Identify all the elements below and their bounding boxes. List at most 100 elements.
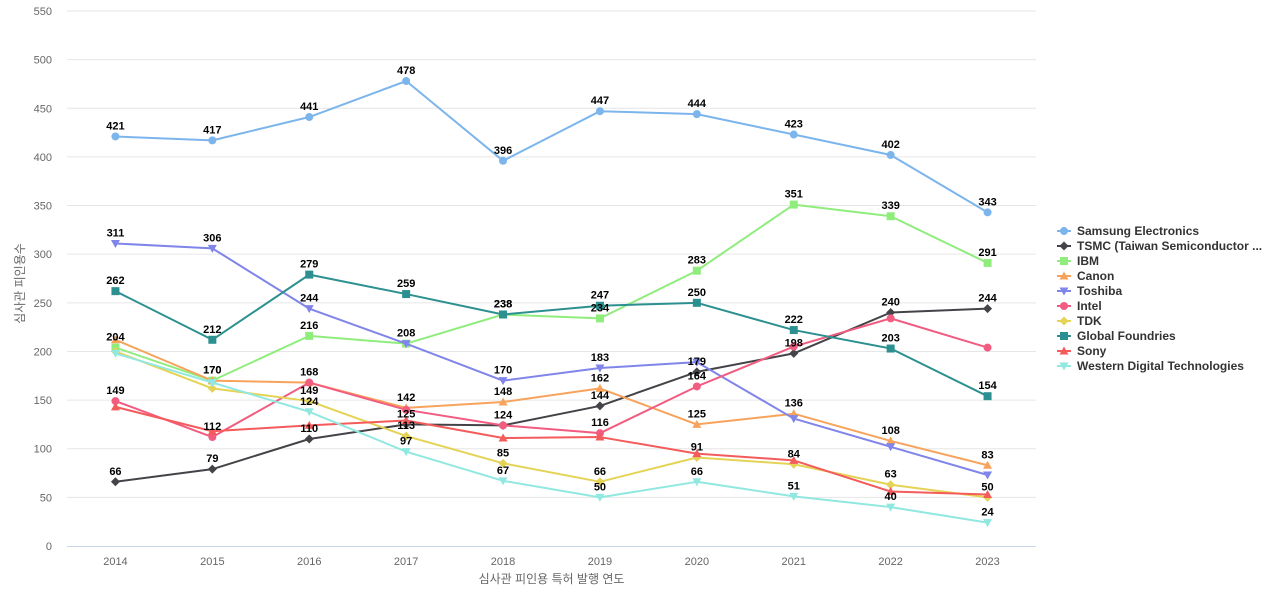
series-line [115,80,989,214]
data-label: 216 [300,320,318,332]
data-point [305,378,314,387]
data-point [983,343,992,352]
data-label: 154 [978,380,997,392]
data-label: 113 [397,420,415,432]
data-label: 203 [881,333,899,345]
legend-item: Western Digital Technologies [1057,359,1244,373]
data-label: 63 [885,469,897,481]
data-point [110,402,120,411]
data-point [595,432,605,441]
data-point [789,455,799,464]
series-line [115,242,988,476]
data-label: 50 [981,481,993,493]
data-point [692,367,702,377]
data-point [111,287,120,296]
data-label: 208 [397,328,415,340]
data-point [886,150,895,159]
data-point [595,364,605,373]
data-point [886,443,896,452]
data-label: 259 [397,278,415,290]
data-label: 162 [591,372,609,384]
data-label: 222 [785,314,803,326]
legend-label: Toshiba [1077,284,1122,298]
data-label: 250 [688,287,706,299]
data-point [498,458,508,468]
y-tick-label: 200 [34,346,52,358]
data-label: 85 [497,447,509,459]
data-point [304,408,314,417]
data-label: 66 [109,466,121,478]
data-label: 311 [107,227,125,239]
data-point [983,489,993,498]
data-label: 183 [591,352,609,364]
data-point [401,431,411,441]
legend-label: Western Digital Technologies [1077,359,1244,373]
data-label: 124 [300,396,319,408]
series-western-digital-technologies [110,349,993,528]
data-point [886,480,896,490]
data-label: 84 [788,448,801,460]
x-tick-label: 2016 [297,556,321,568]
legend-item: Sony [1057,344,1107,358]
data-point [595,493,605,502]
data-point [304,396,314,406]
legend-label: Global Foundries [1077,329,1176,343]
x-tick-label: 2021 [782,556,806,568]
series-intel [111,314,992,442]
data-label: 179 [688,356,706,368]
data-point [595,477,605,487]
data-point [886,503,896,512]
data-point [595,401,605,411]
x-axis-title: 심사관 피인용 특허 발행 연도 [479,571,625,586]
data-point [207,464,217,474]
data-label: 444 [688,98,707,110]
y-tick-label: 550 [34,6,52,18]
data-label: 478 [397,65,415,77]
series-line [115,350,988,499]
data-label: 83 [981,449,993,461]
data-label: 204 [106,332,125,344]
data-label: 291 [978,247,996,259]
data-point [789,342,798,351]
data-point [305,113,314,122]
series-toshiba [110,239,993,480]
x-tick-label: 2014 [103,556,127,568]
data-point [498,433,508,442]
legend-item: Toshiba [1057,284,1122,298]
data-point [983,471,993,480]
data-label: 339 [881,200,899,212]
data-point [692,358,702,367]
data-label: 238 [494,298,512,310]
data-point [595,383,605,392]
legend-item: TDK [1057,314,1102,328]
data-point [789,348,799,358]
data-label: 421 [106,120,124,132]
y-tick-label: 0 [46,541,52,553]
data-point [692,478,702,487]
data-point [886,487,896,496]
data-label: 142 [397,392,415,404]
legend-marker [1059,316,1069,326]
x-tick-label: 2022 [878,556,902,568]
data-label: 247 [591,290,609,302]
legend-label: Sony [1077,344,1107,358]
data-label: 108 [881,425,899,437]
x-tick-label: 2015 [200,556,224,568]
series-line [115,338,988,467]
data-label: 170 [494,365,512,377]
data-point [208,136,217,145]
series-line [115,317,988,439]
data-point [886,314,895,323]
data-label: 238 [494,298,512,310]
legend-marker [1059,271,1069,280]
y-axis-title: 심사관 피인용수 [13,243,27,324]
y-tick-label: 50 [40,492,52,504]
data-point [207,379,217,388]
data-point [886,344,895,353]
data-label: 91 [691,441,703,453]
series-layer [110,77,993,528]
series-global-foundries [111,270,992,401]
data-point [498,377,508,386]
